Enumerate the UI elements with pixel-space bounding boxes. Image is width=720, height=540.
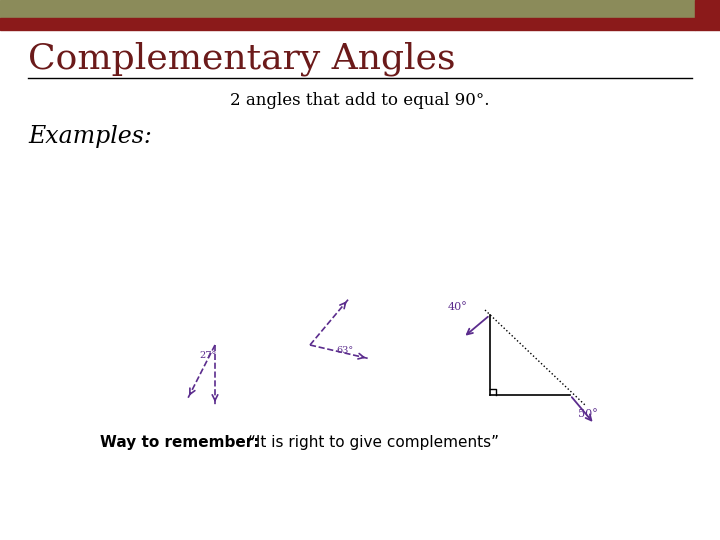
Bar <box>0 18 695 30</box>
Text: 27°: 27° <box>200 352 217 360</box>
Text: 40°: 40° <box>448 302 468 312</box>
Text: 63°: 63° <box>337 346 354 355</box>
Text: 50°: 50° <box>578 409 598 419</box>
Text: Complementary Angles: Complementary Angles <box>28 42 456 77</box>
Text: Examples:: Examples: <box>28 125 152 148</box>
Text: 2 angles that add to equal 90°.: 2 angles that add to equal 90°. <box>230 92 490 109</box>
Bar <box>0 0 695 18</box>
Text: “It is right to give complements”: “It is right to give complements” <box>248 435 499 450</box>
Text: Way to remember:: Way to remember: <box>100 435 259 450</box>
Bar <box>695 0 720 30</box>
